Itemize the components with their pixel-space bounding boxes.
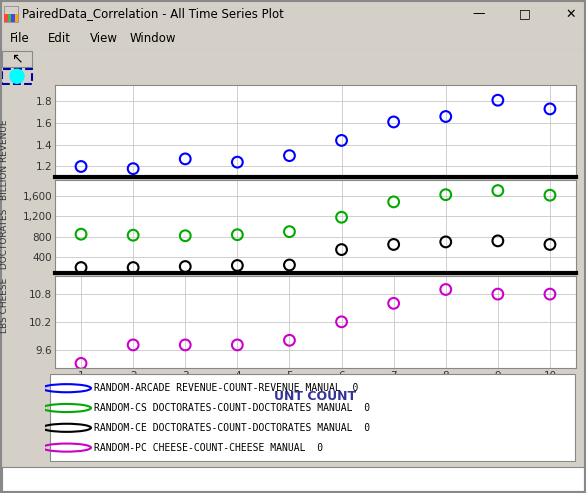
Point xyxy=(545,191,554,199)
Text: File: File xyxy=(10,33,30,45)
Point xyxy=(493,187,503,195)
Point xyxy=(337,246,346,253)
Text: PairedData_Correlation - All Time Series Plot: PairedData_Correlation - All Time Series… xyxy=(22,7,284,21)
Point xyxy=(389,241,398,248)
Text: Window: Window xyxy=(130,33,176,45)
Text: RANDOM-ARCADE REVENUE-COUNT-REVENUE MANUAL  0: RANDOM-ARCADE REVENUE-COUNT-REVENUE MANU… xyxy=(94,383,358,393)
Point xyxy=(545,290,554,298)
Point xyxy=(285,336,294,344)
Point xyxy=(545,241,554,248)
Point xyxy=(180,155,190,163)
Text: 🔍: 🔍 xyxy=(14,71,20,81)
Text: Edit: Edit xyxy=(48,33,71,45)
Point xyxy=(493,96,503,104)
Point xyxy=(180,263,190,271)
Point xyxy=(441,238,451,246)
Text: ✕: ✕ xyxy=(565,7,576,21)
Circle shape xyxy=(10,69,24,83)
Bar xyxy=(15,14,18,22)
Point xyxy=(545,105,554,113)
Text: ↖: ↖ xyxy=(11,52,23,66)
Text: UNT COUNT: UNT COUNT xyxy=(274,390,356,403)
Point xyxy=(180,341,190,349)
Bar xyxy=(2,51,32,67)
Point xyxy=(128,231,138,239)
Point xyxy=(337,318,346,326)
Text: □: □ xyxy=(519,7,531,21)
Point xyxy=(233,341,242,349)
Point xyxy=(389,198,398,206)
Text: RANDOM-CE DOCTORATES-COUNT-DOCTORATES MANUAL  0: RANDOM-CE DOCTORATES-COUNT-DOCTORATES MA… xyxy=(94,423,370,433)
Text: View: View xyxy=(90,33,118,45)
Text: RANDOM-PC CHEESE-COUNT-CHEESE MANUAL  0: RANDOM-PC CHEESE-COUNT-CHEESE MANUAL 0 xyxy=(94,443,323,453)
Text: RANDOM-CS DOCTORATES-COUNT-DOCTORATES MANUAL  0: RANDOM-CS DOCTORATES-COUNT-DOCTORATES MA… xyxy=(94,403,370,413)
Point xyxy=(337,137,346,144)
Point xyxy=(180,232,190,240)
Bar xyxy=(11,14,15,22)
Bar xyxy=(4,6,18,22)
Text: —: — xyxy=(473,7,485,21)
Point xyxy=(441,112,451,120)
Bar xyxy=(2,467,584,491)
Point xyxy=(128,341,138,349)
Point xyxy=(76,359,86,367)
Point xyxy=(389,299,398,307)
Point xyxy=(493,290,503,298)
Point xyxy=(233,231,242,239)
Bar xyxy=(4,14,8,22)
Point xyxy=(285,228,294,236)
Point xyxy=(233,262,242,270)
Bar xyxy=(8,14,11,22)
Point xyxy=(441,191,451,199)
Point xyxy=(76,230,86,238)
Point xyxy=(441,285,451,293)
Point xyxy=(76,163,86,171)
Point xyxy=(337,213,346,221)
Text: LBS CHEESE   DOCTORATES   BILLION REVENUE: LBS CHEESE DOCTORATES BILLION REVENUE xyxy=(0,120,9,333)
Point xyxy=(389,118,398,126)
Point xyxy=(285,261,294,269)
Bar xyxy=(2,69,32,84)
Point xyxy=(128,264,138,272)
Point xyxy=(285,152,294,160)
Point xyxy=(76,264,86,272)
Point xyxy=(128,165,138,173)
Point xyxy=(493,237,503,245)
Point xyxy=(233,158,242,166)
